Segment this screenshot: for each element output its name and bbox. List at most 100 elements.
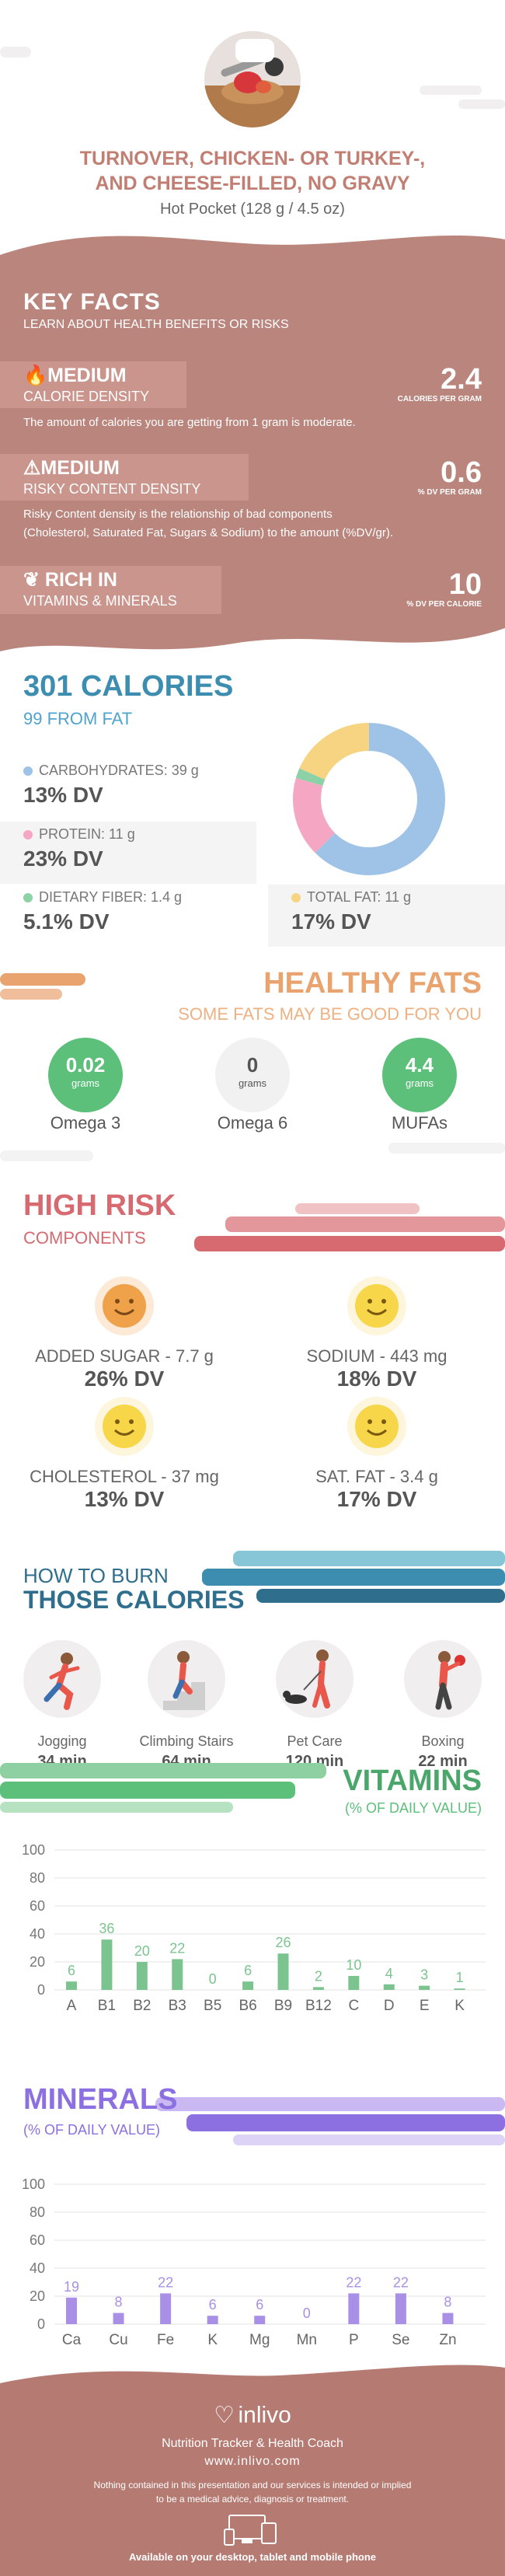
risky-density-desc: Risky Content density is the relationshi… — [23, 505, 482, 543]
minerals-deco — [186, 2114, 505, 2131]
high-risk-subtitle: COMPONENTS — [23, 1228, 146, 1248]
calorie-density-value: 2.4 — [441, 363, 482, 396]
vitamin-value-label-K: 1 — [456, 1970, 464, 1985]
smiley-yellow-icon — [347, 1397, 406, 1456]
vitamin-value-label-B5: 0 — [209, 1971, 217, 1987]
vitamin-bar-K — [454, 1988, 465, 1990]
boxing-minutes: 22 min — [418, 1753, 468, 1770]
omega6-unit: grams — [238, 1077, 267, 1089]
burn-title-line1: HOW TO BURN — [23, 1564, 169, 1587]
mineral-bar-Se — [395, 2293, 406, 2324]
vitamins-deco — [0, 1802, 233, 1813]
food-icon — [204, 39, 301, 127]
macro-fat-dv: 17% DV — [291, 909, 371, 934]
warning-icon: ⚠ — [23, 457, 41, 479]
mineral-category-label-Se: Se — [392, 2332, 409, 2348]
risky-density-desc-line1: Risky Content density is the relationshi… — [23, 508, 333, 521]
carbs-dot — [23, 766, 33, 777]
vitamins-rich-level: RICH IN — [44, 569, 117, 591]
vitamin-bar-C — [348, 1976, 360, 1990]
mineral-value-label-Fe: 22 — [158, 2274, 173, 2290]
vitamins-rich-value: 10 — [448, 568, 482, 601]
mineral-category-label-Ca: Ca — [62, 2332, 82, 2348]
calorie-density-desc: The amount of calories you are getting f… — [23, 416, 356, 429]
fats-deco-gray — [0, 1150, 93, 1161]
vitamin-value-label-B3: 22 — [169, 1940, 185, 1956]
vitamin-category-label-B5: B5 — [204, 1998, 221, 2014]
vitamin-value-label-A: 6 — [68, 1963, 75, 1978]
mineral-category-label-Mn: Mn — [297, 2332, 317, 2348]
protein-dot — [23, 830, 33, 840]
mufas-name: MUFAs — [391, 1113, 448, 1133]
donut-fat — [293, 723, 445, 875]
vitamin-ytick-label: 100 — [22, 1842, 45, 1858]
sat-fat-label: SAT. FAT - 3.4 g — [315, 1467, 438, 1486]
fat-dot — [291, 893, 301, 903]
mineral-value-label-Ca: 19 — [64, 2279, 79, 2295]
food-title: TURNOVER, CHICKEN- OR TURKEY-, AND CHEES… — [0, 146, 505, 196]
omega3-unit: grams — [71, 1077, 100, 1089]
vitamin-value-label-E: 3 — [420, 1967, 428, 1983]
macro-carbs-dv: 13% DV — [23, 783, 103, 807]
mineral-value-label-Cu: 8 — [115, 2295, 123, 2310]
stairs-name: Climbing Stairs — [139, 1733, 234, 1749]
vitamin-value-label-C: 10 — [346, 1957, 361, 1973]
risk-added-sugar: ADDED SUGAR - 7.7 g 26% DV — [0, 1275, 249, 1391]
omega3-circle: 0.02 grams — [48, 1038, 123, 1112]
mineral-ytick-label: 80 — [30, 2204, 45, 2220]
vitamin-bar-B2 — [136, 1962, 148, 1990]
risky-density-label: RISKY CONTENT DENSITY — [23, 481, 201, 497]
vitamin-ytick-label: 20 — [30, 1954, 45, 1970]
vitamins-title: VITAMINS — [343, 1764, 482, 1797]
mineral-ytick-label: 20 — [30, 2288, 45, 2304]
smiley-yellow-icon — [95, 1397, 154, 1456]
vitamin-value-label-B1: 36 — [99, 1921, 114, 1936]
healthy-fats-subtitle: SOME FATS MAY BE GOOD FOR YOU — [178, 1004, 482, 1024]
header-deco — [420, 86, 482, 95]
risky-density-badge: ⚠MEDIUM RISKY CONTENT DENSITY — [0, 454, 249, 501]
vitamin-bar-B1 — [101, 1939, 113, 1990]
calorie-density-badge: 🔥MEDIUM CALORIE DENSITY — [0, 361, 186, 408]
serving-size: Hot Pocket (128 g / 4.5 oz) — [160, 201, 345, 218]
risky-density-value: 0.6 — [441, 456, 482, 489]
macro-donut-chart — [293, 723, 445, 875]
omega6-name: Omega 6 — [217, 1113, 288, 1133]
mineral-value-label-Mn: 0 — [303, 2305, 311, 2321]
vitamin-ytick-label: 0 — [37, 1982, 45, 1998]
mufas-value: 4.4 — [405, 1053, 434, 1077]
vitamin-bar-B12 — [312, 1987, 324, 1990]
high-risk-title: HIGH RISK — [23, 1189, 176, 1222]
vitamins-rich-unit: % DV PER CALORIE — [406, 600, 482, 609]
donut-protein — [293, 723, 445, 875]
pet-care-name: Pet Care — [287, 1733, 343, 1749]
macro-fat: TOTAL FAT: 11 g 17% DV — [268, 885, 505, 947]
risky-density-unit: % DV PER GRAM — [417, 488, 482, 497]
vitamin-category-label-B1: B1 — [98, 1998, 116, 2014]
footer-url[interactable]: www.inlivo.com — [204, 2455, 301, 2468]
vitamins-deco — [0, 1763, 326, 1778]
risk-deco — [295, 1203, 420, 1214]
macro-fiber-label: DIETARY FIBER: 1.4 g — [39, 889, 183, 905]
minerals-deco — [233, 2134, 505, 2145]
vitamin-category-label-B12: B12 — [305, 1998, 332, 2014]
stairs-icon — [148, 1640, 225, 1718]
added-sugar-dv: 26% DV — [84, 1367, 165, 1391]
vitamin-ytick-label: 60 — [30, 1898, 45, 1914]
key-facts-subtitle: LEARN ABOUT HEALTH BENEFITS OR RISKS — [23, 318, 289, 331]
mineral-category-label-Fe: Fe — [157, 2332, 174, 2348]
jogging-name: Jogging — [37, 1733, 87, 1749]
mineral-category-label-K: K — [207, 2332, 218, 2348]
food-photo — [204, 31, 301, 127]
vitamin-bar-A — [66, 1981, 77, 1990]
food-title-line1: TURNOVER, CHICKEN- OR TURKEY-, — [79, 148, 426, 169]
header-deco — [458, 99, 505, 109]
sodium-label: SODIUM - 443 mg — [306, 1346, 448, 1366]
vitamin-category-label-B9: B9 — [274, 1998, 292, 2014]
calorie-density-level: MEDIUM — [47, 365, 127, 386]
omega6-value: 0 — [246, 1053, 259, 1077]
vitamin-value-label-D: 4 — [385, 1966, 393, 1981]
food-title-line2: AND CHEESE-FILLED, NO GRAVY — [95, 173, 410, 194]
mineral-category-label-Mg: Mg — [249, 2332, 270, 2348]
smiley-yellow-icon — [347, 1276, 406, 1335]
macro-carbs-label: CARBOHYDRATES: 39 g — [39, 763, 199, 778]
